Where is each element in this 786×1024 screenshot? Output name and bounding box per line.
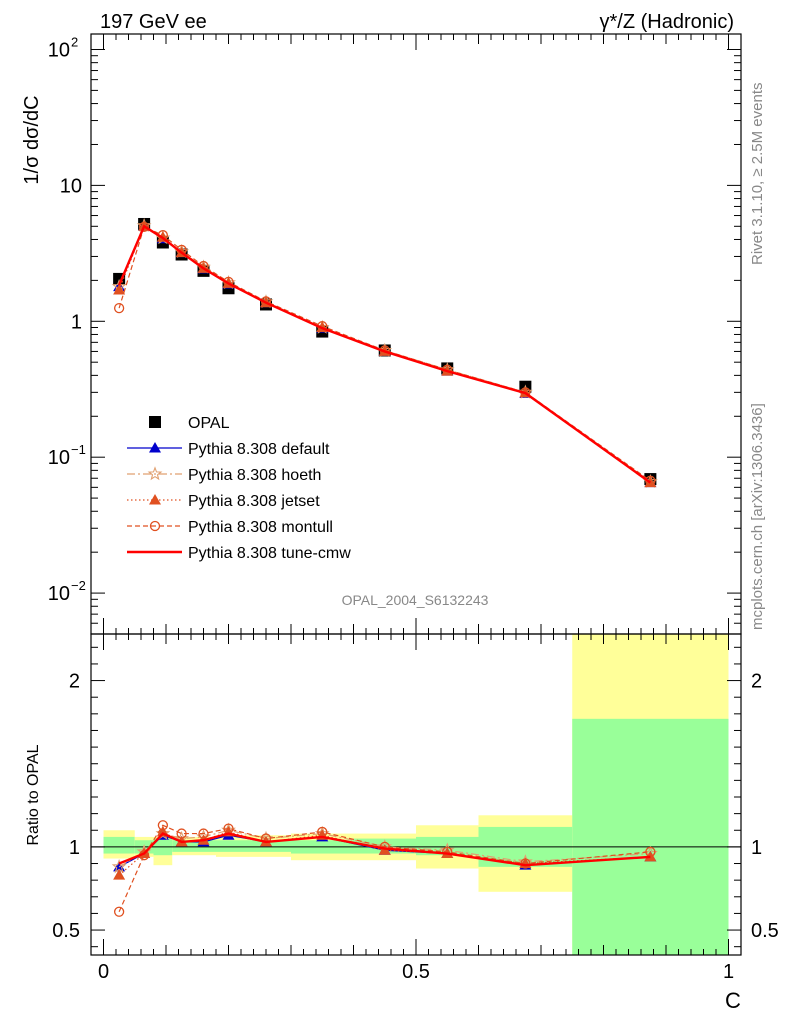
ratio-ylabel: Ratio to OPAL <box>25 744 42 845</box>
main-ytick-label: 10 <box>48 447 70 469</box>
ratio-series-group <box>111 820 658 917</box>
legend-entry-label: Pythia 8.308 tune-cmw <box>188 545 351 562</box>
ratio-point <box>176 828 187 839</box>
xtick-label: 1 <box>723 961 734 983</box>
main-frame <box>90 33 742 635</box>
mc-line-3 <box>118 226 651 482</box>
legend-swatch-marker <box>149 494 161 505</box>
stat-uncertainty-band <box>103 836 135 854</box>
mc-point <box>138 221 150 233</box>
legend-swatch-marker <box>149 442 161 453</box>
header-left-label: 197 GeV ee <box>100 11 207 33</box>
main-ytick-label: 10 <box>60 175 82 197</box>
main-series-group <box>111 217 658 488</box>
ratio-point <box>113 869 126 880</box>
ratio-ytick-label: 2 <box>69 671 80 693</box>
ratio-ytick-label: 0.5 <box>52 920 80 942</box>
main-ytick-exponent: −1 <box>71 442 86 457</box>
legend-entry-label: Pythia 8.308 hoeth <box>188 467 321 484</box>
mc-point <box>113 283 126 295</box>
rivet-version-label: Rivet 3.1.10, ≥ 2.5M events <box>749 83 766 266</box>
legend-entry-label: Pythia 8.308 montull <box>188 519 333 536</box>
legend: OPAL Pythia 8.308 default Pythia 8.308 hoe… <box>127 415 351 562</box>
main-ytick-label: 10 <box>48 583 70 605</box>
ratio-point <box>645 846 656 858</box>
ratio-ytick-label: 1 <box>69 837 80 859</box>
ratio-ytick-label-right: 1 <box>751 837 762 859</box>
mc-line-4 <box>118 224 652 484</box>
ratio-line-4 <box>118 832 651 867</box>
ratio-ytick-label-right: 2 <box>751 671 762 693</box>
ratio-uncertainty-bands <box>103 634 729 955</box>
ratio-line-3 <box>118 824 651 912</box>
ratio-point <box>442 846 453 858</box>
legend-swatch-marker <box>147 466 163 481</box>
main-ytick-label: 1 <box>71 311 82 333</box>
ratio-point <box>157 820 169 831</box>
legend-entry-label: OPAL <box>188 415 230 432</box>
ratio-point <box>113 906 125 917</box>
ratio-ytick-label-right: 0.5 <box>751 920 779 942</box>
legend-entry-label: Pythia 8.308 jetset <box>188 493 320 510</box>
mc-point <box>113 302 125 314</box>
main-ytick-exponent: 2 <box>71 34 78 49</box>
header-right-label: γ*/Z (Hadronic) <box>600 11 734 33</box>
legend-swatch-marker <box>149 520 161 532</box>
main-ylabel: 1/σ dσ/dC <box>21 95 43 184</box>
legend-swatch-data <box>149 416 161 428</box>
mcplots-label: mcplots.cern.ch [arXiv:1306.3436] <box>749 403 766 630</box>
stat-uncertainty-band <box>572 718 729 955</box>
xtick-label: 0.5 <box>402 961 430 983</box>
legend-entry-label: Pythia 8.308 default <box>188 441 330 458</box>
xtick-label: 0 <box>98 961 109 983</box>
analysis-watermark: OPAL_2004_S6132243 <box>342 592 489 608</box>
x-axis-label: C <box>725 988 741 1013</box>
main-ytick-exponent: −2 <box>71 578 86 593</box>
ratio-point <box>198 828 209 839</box>
stat-uncertainty-band <box>216 840 241 852</box>
main-ytick-label: 10 <box>48 39 70 61</box>
